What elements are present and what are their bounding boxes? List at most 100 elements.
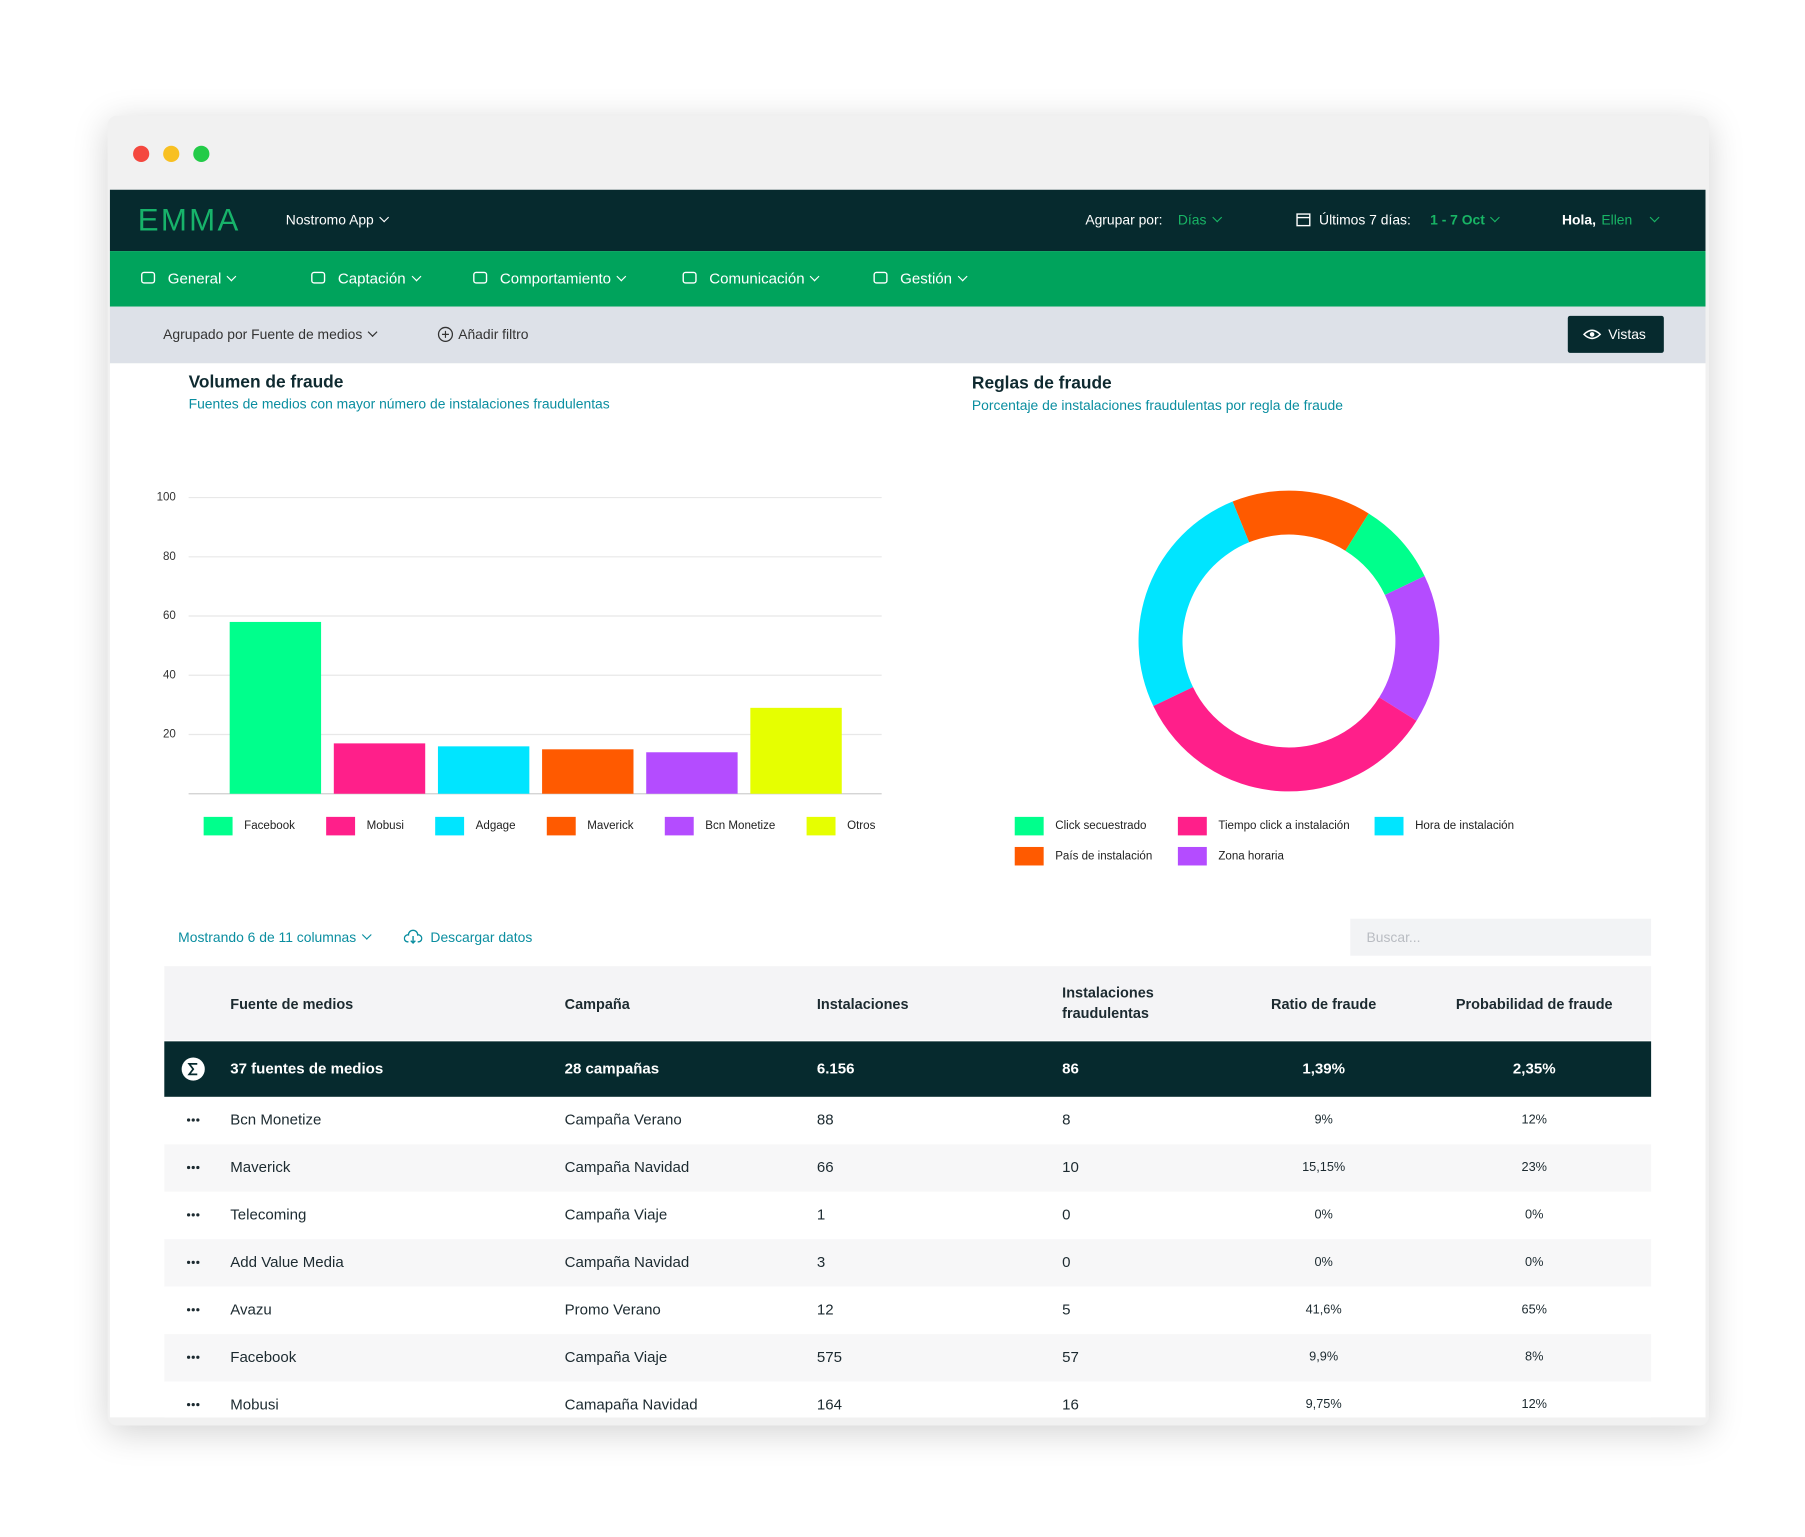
cell: Bcn Monetize — [230, 1110, 322, 1129]
row-menu-dot — [186, 1355, 191, 1359]
user-menu[interactable]: Ellen — [1601, 211, 1657, 230]
row-menu[interactable] — [186, 1213, 202, 1218]
row-menu[interactable] — [186, 1355, 202, 1360]
cell: 8 — [1062, 1110, 1071, 1129]
nav-item[interactable]: General — [140, 268, 235, 289]
nav-icon — [873, 271, 888, 284]
legend-label[interactable]: Hora de instalación — [1415, 820, 1514, 832]
minimize-dot[interactable] — [163, 145, 180, 162]
legend-swatch[interactable] — [1014, 846, 1044, 866]
cell: 23% — [1521, 1160, 1547, 1175]
row-menu-dot — [186, 1260, 191, 1264]
legend-swatch[interactable] — [1177, 846, 1207, 866]
nav-icon — [682, 271, 697, 284]
cell: Promo Verano — [564, 1300, 661, 1318]
download-icon — [403, 929, 423, 944]
nav-label: General — [167, 269, 222, 287]
legend-swatch[interactable] — [203, 816, 233, 836]
legend-swatch[interactable] — [806, 816, 836, 836]
chart-title: Volumen de fraude — [189, 372, 344, 392]
legend-label[interactable]: Bcn Monetize — [705, 820, 775, 832]
legend-label[interactable]: Zona horaria — [1218, 850, 1284, 862]
cell: Campaña Viaje — [564, 1347, 668, 1366]
legend-label[interactable]: Facebook — [244, 820, 295, 832]
legend-swatch[interactable] — [1177, 816, 1207, 836]
chart-subtitle: Fuentes de medios con mayor número de in… — [189, 396, 610, 412]
nav-icon — [311, 271, 326, 284]
cell: 2,35% — [1512, 1059, 1556, 1078]
nav-item[interactable]: Comunicación — [682, 268, 819, 289]
table: Fuente de medios Campaña Instalaciones Inst… — [164, 966, 1652, 1418]
cell: 88 — [816, 1110, 834, 1129]
y-tick-label: 20 — [163, 729, 176, 741]
group-by-selector[interactable]: Agrupado por Fuente de medios — [163, 325, 376, 344]
table-row[interactable]: Facebook Campaña Viaje 575 57 9,9% 8% — [164, 1334, 1652, 1382]
legend-swatch[interactable] — [326, 816, 356, 836]
row-menu-dot — [191, 1213, 195, 1217]
nav-label: Comunicación — [709, 269, 805, 287]
cell: 66 — [816, 1158, 834, 1176]
cell: Campaña Navidad — [564, 1253, 690, 1271]
row-menu[interactable] — [186, 1260, 202, 1265]
maximize-dot[interactable] — [193, 145, 210, 162]
app-selector[interactable]: Nostromo App — [286, 211, 388, 230]
legend-swatch[interactable] — [546, 816, 576, 836]
table-header: Fuente de medios Campaña Instalaciones Inst… — [164, 966, 1652, 1041]
columns-selector[interactable]: Mostrando 6 de 11 columnas — [178, 928, 370, 947]
y-tick-label: 60 — [163, 610, 176, 622]
row-menu[interactable] — [186, 1307, 202, 1312]
group-selector[interactable]: Días — [1178, 211, 1220, 230]
legend-label[interactable]: País de instalación — [1055, 850, 1152, 862]
legend-label[interactable]: Mobusi — [367, 820, 404, 832]
row-menu-dot — [186, 1308, 191, 1312]
row-menu[interactable] — [186, 1402, 202, 1407]
cell: 86 — [1062, 1059, 1079, 1078]
chart-subtitle: Porcentaje de instalaciones fraudulentas… — [972, 397, 1343, 413]
table-row[interactable]: Add Value Media Campaña Navidad 3 0 0% 0% — [164, 1239, 1652, 1287]
download-data[interactable]: Descargar datos — [430, 929, 533, 946]
legend-label[interactable]: Tiempo click a instalación — [1218, 820, 1349, 832]
table-row[interactable]: Maverick Campaña Navidad 66 10 15,15% 23% — [164, 1144, 1652, 1192]
cell: 28 campañas — [564, 1059, 660, 1078]
add-filter[interactable]: Añadir filtro — [458, 326, 529, 343]
views-button[interactable]: Vistas — [1567, 315, 1664, 353]
table-row[interactable]: Bcn Monetize Campaña Verano 88 8 9% 12% — [164, 1096, 1652, 1145]
donut-segment — [1138, 501, 1250, 706]
donut-segment — [1379, 576, 1440, 721]
legend-label[interactable]: Click secuestrado — [1055, 820, 1146, 832]
legend-swatch[interactable] — [1374, 816, 1404, 836]
greeting: Hola, — [1562, 211, 1596, 228]
cell: Probabilidad de fraude — [1455, 996, 1613, 1013]
legend-swatch[interactable] — [664, 816, 694, 836]
date-selector[interactable]: 1 - 7 Oct — [1430, 211, 1499, 230]
nav-item[interactable]: Comportamiento — [472, 268, 625, 289]
row-menu-dot — [196, 1308, 200, 1312]
legend-label[interactable]: Maverick — [587, 820, 633, 832]
cell: 575 — [816, 1347, 842, 1366]
table-row[interactable]: Avazu Promo Verano 12 5 41,6% 65% — [164, 1286, 1652, 1335]
nav-icon-shape — [682, 271, 697, 284]
legend-label[interactable]: Otros — [847, 820, 875, 832]
row-menu-dot — [186, 1213, 191, 1217]
legend-label[interactable]: Adgage — [476, 820, 516, 832]
logo[interactable]: EMMA — [137, 202, 241, 238]
legend-swatch[interactable] — [1014, 816, 1044, 836]
row-menu-dot — [191, 1260, 195, 1264]
table-row[interactable]: Telecoming Campaña Viaje 1 0 0% 0% — [164, 1191, 1652, 1240]
sum-icon-sigma — [187, 1063, 198, 1076]
table-row[interactable]: Mobusi Camapaña Navidad 164 16 9,75% 12% — [164, 1381, 1652, 1418]
row-menu[interactable] — [186, 1118, 202, 1123]
nav-item[interactable]: Gestión — [872, 268, 966, 289]
group-value: Días — [1177, 211, 1207, 228]
row-menu[interactable] — [186, 1165, 202, 1170]
search-box[interactable]: Buscar... — [1350, 918, 1652, 956]
nav-bar: General Captación Comportamiento Comunicaci… — [109, 251, 1706, 307]
nav-item[interactable]: Captación — [310, 268, 419, 289]
nav-label: Gestión — [900, 269, 953, 287]
close-dot[interactable] — [133, 145, 150, 162]
cell: Instalaciones fraudulentas — [1062, 984, 1154, 1022]
legend-swatch[interactable] — [435, 816, 465, 836]
cell: Telecoming — [230, 1205, 307, 1224]
